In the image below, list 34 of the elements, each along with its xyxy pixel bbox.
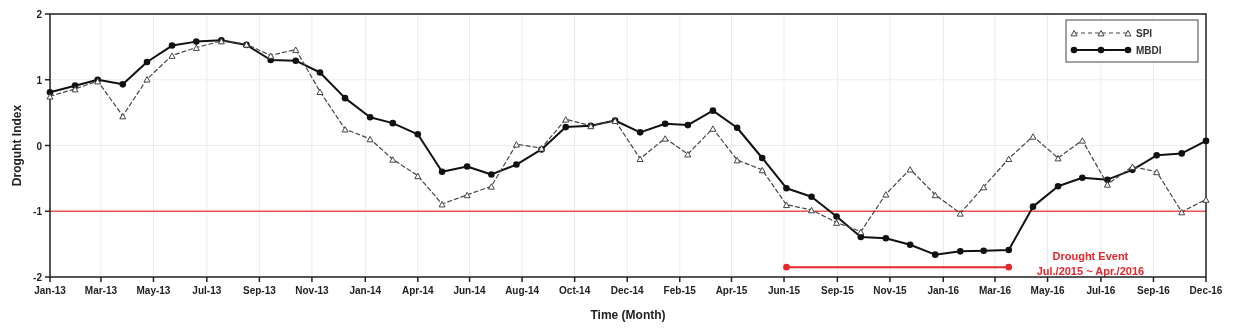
- x-tick-label: Jul-16: [1086, 285, 1116, 296]
- x-tick-label: Dec-14: [610, 285, 645, 296]
- x-tick-label: Nov-15: [873, 285, 908, 296]
- x-tick-label: Mar-13: [84, 285, 118, 296]
- x-tick-label: Apr-14: [401, 285, 435, 296]
- x-tick-label: Feb-15: [663, 285, 697, 296]
- x-tick-label: Nov-13: [295, 285, 330, 296]
- legend-label: MBDI: [1136, 45, 1162, 56]
- x-tick-label: Sep-13: [242, 285, 277, 296]
- y-tick-label: 0: [36, 140, 43, 152]
- x-tick-label: Jan-13: [34, 285, 67, 296]
- x-tick-label: Sep-16: [1137, 285, 1171, 296]
- x-tick-label: Jul-13: [192, 285, 222, 296]
- x-tick-label: Mar-16: [978, 285, 1012, 296]
- y-tick-label: -1: [33, 206, 43, 218]
- x-tick-label: Oct-14: [559, 285, 591, 296]
- legend-label: SPI: [1136, 28, 1153, 39]
- y-tick-label: 2: [36, 9, 43, 20]
- y-tick-label: -2: [33, 272, 43, 283]
- x-tick-label: Jun-15: [767, 285, 801, 296]
- x-tick-label: Jan-16: [927, 285, 960, 296]
- x-tick-label: Jun-14: [453, 285, 487, 296]
- x-tick-label: Jan-14: [349, 285, 382, 296]
- x-tick-label: Dec-16: [1189, 285, 1223, 296]
- x-tick-label: May-13: [136, 285, 171, 296]
- annotation: Jul./2015 ~ Apr./2016: [1036, 265, 1145, 277]
- y-axis-title: Droguht Index: [10, 104, 24, 187]
- x-tick-label: Apr-15: [715, 285, 748, 296]
- x-tick-label: Sep-15: [820, 285, 855, 296]
- x-axis-title: Time (Month): [590, 308, 666, 322]
- x-tick-label: May-16: [1030, 285, 1065, 296]
- annotation: Drought Event: [1052, 250, 1129, 262]
- x-tick-label: Aug-14: [505, 285, 540, 296]
- y-tick-label: 1: [36, 74, 43, 86]
